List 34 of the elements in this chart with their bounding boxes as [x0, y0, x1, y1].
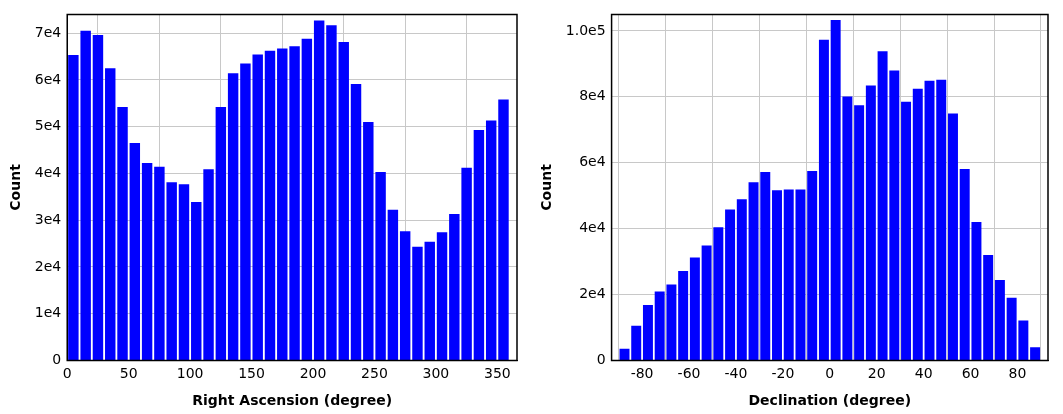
x-tick-label: 300 — [422, 365, 450, 382]
x-tick-label: 60 — [961, 365, 980, 382]
x-tick-label: 100 — [176, 365, 204, 382]
x-tick-label: -20 — [771, 365, 795, 382]
x-tick-label: -40 — [724, 365, 748, 382]
y-tick-label: 7e4 — [34, 23, 62, 40]
y-axis-title: Count — [538, 163, 555, 211]
x-axis-title: Right Ascension (degree) — [192, 392, 393, 409]
y-tick-label: 2e4 — [579, 285, 606, 302]
y-axis-title: Count — [7, 163, 24, 211]
y-tick-label: 2e4 — [34, 257, 62, 274]
y-tick-label: 8e4 — [579, 87, 606, 104]
x-tick-label: 350 — [483, 365, 511, 382]
y-tick-label: 0 — [52, 351, 62, 368]
x-tick-label: 20 — [867, 365, 886, 382]
y-tick-label: 6e4 — [579, 153, 606, 170]
x-tick-label: 0 — [825, 365, 835, 382]
x-tick-label: 200 — [299, 365, 327, 382]
y-tick-label: 5e4 — [34, 117, 62, 134]
x-tick-label: 40 — [914, 365, 933, 382]
x-tick-label: 150 — [238, 365, 265, 382]
x-axis-title: Declination (degree) — [748, 392, 912, 409]
y-tick-label: 1.0e5 — [565, 21, 606, 38]
y-tick-label: 3e4 — [34, 210, 62, 227]
y-tick-label: 6e4 — [34, 70, 62, 87]
y-tick-label: 4e4 — [34, 164, 62, 181]
y-tick-label: 1e4 — [34, 304, 62, 321]
x-tick-label: 250 — [361, 365, 388, 382]
x-tick-label: -60 — [677, 365, 701, 382]
y-tick-label: 0 — [596, 351, 606, 368]
y-tick-label: 4e4 — [579, 219, 606, 236]
x-tick-label: 50 — [119, 365, 138, 382]
x-tick-label: -80 — [630, 365, 654, 382]
x-tick-label: 80 — [1008, 365, 1027, 382]
